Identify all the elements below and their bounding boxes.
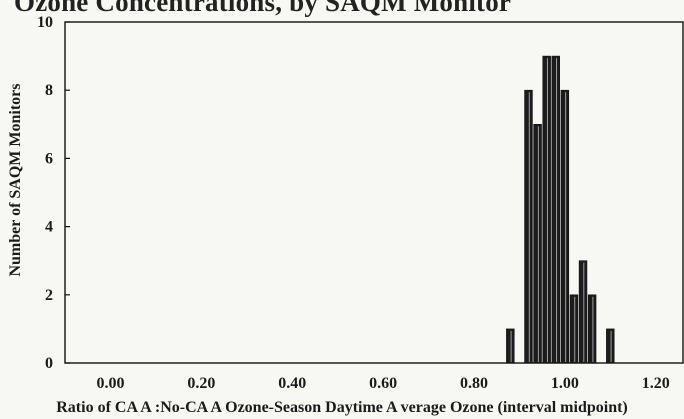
histogram-bar xyxy=(551,55,560,364)
x-tick-label: 1.20 xyxy=(642,375,670,392)
y-axis-title: Number of SAQM Monitors xyxy=(7,83,24,276)
histogram-bar xyxy=(542,55,551,364)
y-tick-label: 2 xyxy=(45,287,53,304)
bar-series xyxy=(506,55,615,364)
histogram-bar xyxy=(578,260,588,364)
histogram-bar xyxy=(533,124,542,364)
x-axis-title: Ratio of CA A :No-CA A Ozone-Season Dayt… xyxy=(56,399,628,416)
x-tick-label: 0.20 xyxy=(187,375,215,392)
histogram-bar xyxy=(560,89,570,364)
histogram-bar xyxy=(587,294,597,364)
y-tick-label: 0 xyxy=(45,355,53,372)
x-tick-label: 1.00 xyxy=(551,375,579,392)
x-tick-label: 0.00 xyxy=(96,375,124,392)
x-tick-label: 0.40 xyxy=(278,375,306,392)
x-tick-label: 0.80 xyxy=(460,375,488,392)
y-tick-label: 6 xyxy=(45,150,53,167)
axis-tick-labels: 0 2 4 6 8 10 0.00 0.20 0.40 0.60 0.80 1.00 1.20 xyxy=(37,14,670,392)
histogram-bar xyxy=(524,89,533,364)
histogram-bar xyxy=(506,328,515,364)
chart-title-partial: Ozone Concentrations, by SAQM Monitor xyxy=(14,0,512,17)
y-axis-ticks xyxy=(65,21,70,364)
y-tick-label: 8 xyxy=(45,82,53,99)
y-tick-label: 4 xyxy=(45,219,53,236)
x-tick-label: 0.60 xyxy=(369,375,397,392)
histogram-bar xyxy=(606,328,615,364)
histogram-bar xyxy=(569,294,579,364)
y-tick-label: 10 xyxy=(37,14,53,31)
